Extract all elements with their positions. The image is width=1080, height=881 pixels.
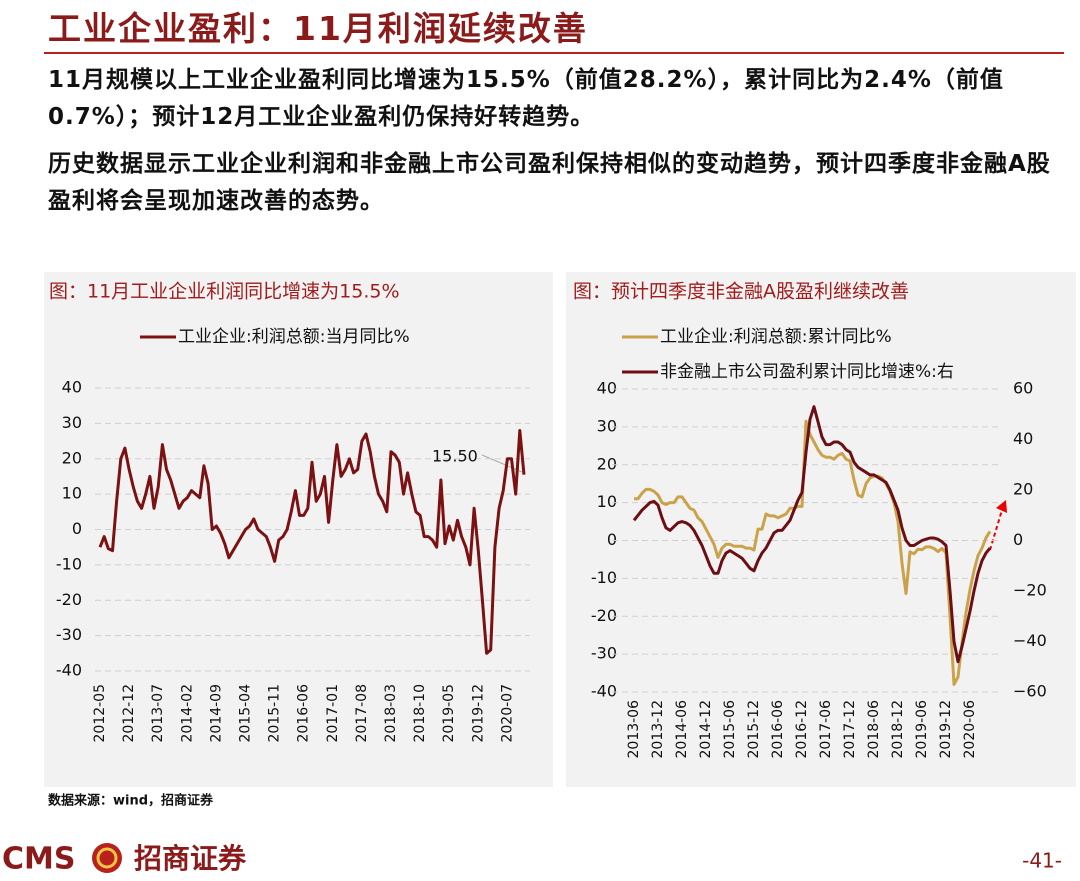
- y-tick-label: -20: [56, 590, 82, 609]
- x-tick-label: 2018-03: [383, 684, 399, 743]
- y2-tick-label: −60: [1013, 682, 1047, 701]
- y-tick-label: -40: [591, 682, 617, 701]
- logo-icon-ring: [96, 847, 118, 869]
- series-line: [632, 405, 992, 664]
- y-tick-label: -40: [56, 661, 82, 680]
- logo-company: 招商证券: [134, 842, 247, 875]
- page-number: -41-: [1022, 849, 1062, 873]
- x-tick-label: 2019-12: [938, 700, 954, 759]
- paragraph: 历史数据显示工业企业利润和非金融上市公司盈利保持相似的变动趋势，预计四季度非金融…: [48, 151, 1051, 214]
- y2-tick-label: −20: [1013, 581, 1047, 600]
- y-tick-label: 0: [607, 530, 617, 549]
- y-tick-label: 0: [72, 519, 82, 538]
- panel: [566, 272, 1076, 787]
- y-tick-label: 10: [62, 484, 82, 503]
- y2-tick-label: 40: [1013, 429, 1033, 448]
- x-tick-label: 2018-06: [866, 700, 882, 759]
- series-line: [98, 429, 526, 655]
- x-tick-label: 2017-12: [842, 700, 858, 759]
- y-tick-label: 20: [597, 454, 617, 473]
- x-tick-label: 2020-07: [499, 684, 515, 743]
- x-tick-label: 2012-12: [121, 684, 137, 743]
- x-tick-label: 2015-06: [722, 700, 738, 759]
- x-tick-label: 2014-09: [208, 684, 224, 743]
- y-tick-label: 10: [597, 492, 617, 511]
- x-tick-label: 2015-11: [267, 684, 283, 743]
- x-tick-label: 2014-06: [674, 700, 690, 759]
- x-tick-label: 2018-10: [412, 684, 428, 743]
- page-title: 工业企业盈利：11月利润延续改善: [48, 9, 588, 48]
- x-tick-label: 2013-07: [150, 684, 166, 743]
- x-tick-label: 2016-06: [296, 684, 312, 743]
- y2-tick-label: −40: [1013, 631, 1047, 650]
- x-tick-label: 2017-01: [325, 684, 341, 743]
- series-line: [634, 419, 992, 686]
- chart-title: 图：11月工业企业利润同比增速为15.5%: [49, 281, 400, 303]
- y-tick-label: -10: [591, 568, 617, 587]
- x-tick-label: 2012-05: [92, 684, 108, 743]
- paragraph: 11月规模以上工业企业盈利同比增速为15.5%（前值28.2%），累计同比为2.…: [48, 67, 1004, 130]
- x-tick-label: 2014-12: [698, 700, 714, 759]
- y-tick-label: -20: [591, 606, 617, 625]
- x-tick-label: 2016-12: [794, 700, 810, 759]
- x-tick-label: 2017-06: [818, 700, 834, 759]
- y-tick-label: -30: [591, 644, 617, 663]
- annotation-leader: [481, 454, 523, 473]
- x-tick-label: 2013-06: [626, 700, 642, 759]
- title-rule: [44, 52, 1064, 54]
- legend-label: 工业企业:利润总额:累计同比%: [660, 327, 892, 347]
- x-tick-label: 2013-12: [650, 700, 666, 759]
- x-tick-label: 2019-12: [470, 684, 486, 743]
- y-tick-label: -10: [56, 554, 82, 573]
- x-tick-label: 2015-12: [746, 700, 762, 759]
- y-tick-label: 40: [62, 378, 82, 397]
- y2-tick-label: 0: [1013, 530, 1023, 549]
- legend-label: 非金融上市公司盈利累计同比增速%:右: [660, 362, 954, 382]
- x-tick-label: 2019-06: [914, 700, 930, 759]
- y-tick-label: 20: [62, 448, 82, 467]
- y2-tick-label: 60: [1013, 379, 1033, 398]
- y-tick-label: 40: [597, 379, 617, 398]
- logo: CMS: [2, 842, 75, 877]
- y2-tick-label: 20: [1013, 480, 1033, 499]
- annotation: 15.50: [432, 447, 478, 466]
- x-tick-label: 2014-02: [179, 684, 195, 743]
- y-tick-label: 30: [597, 416, 617, 435]
- legend-label: 工业企业:利润总额:当月同比%: [178, 327, 410, 347]
- y-tick-label: 30: [62, 413, 82, 432]
- source: 数据来源：wind，招商证券: [48, 793, 214, 809]
- x-tick-label: 2017-08: [354, 684, 370, 743]
- arrow-head: [996, 500, 1007, 513]
- x-tick-label: 2016-06: [770, 700, 786, 759]
- chart-title: 图：预计四季度非金融A股盈利继续改善: [573, 281, 909, 303]
- x-tick-label: 2019-05: [441, 684, 457, 743]
- x-tick-label: 2020-06: [962, 700, 978, 759]
- y-tick-label: -30: [56, 625, 82, 644]
- logo-icon: [92, 843, 122, 873]
- x-tick-label: 2015-04: [237, 684, 253, 743]
- x-tick-label: 2018-12: [890, 700, 906, 759]
